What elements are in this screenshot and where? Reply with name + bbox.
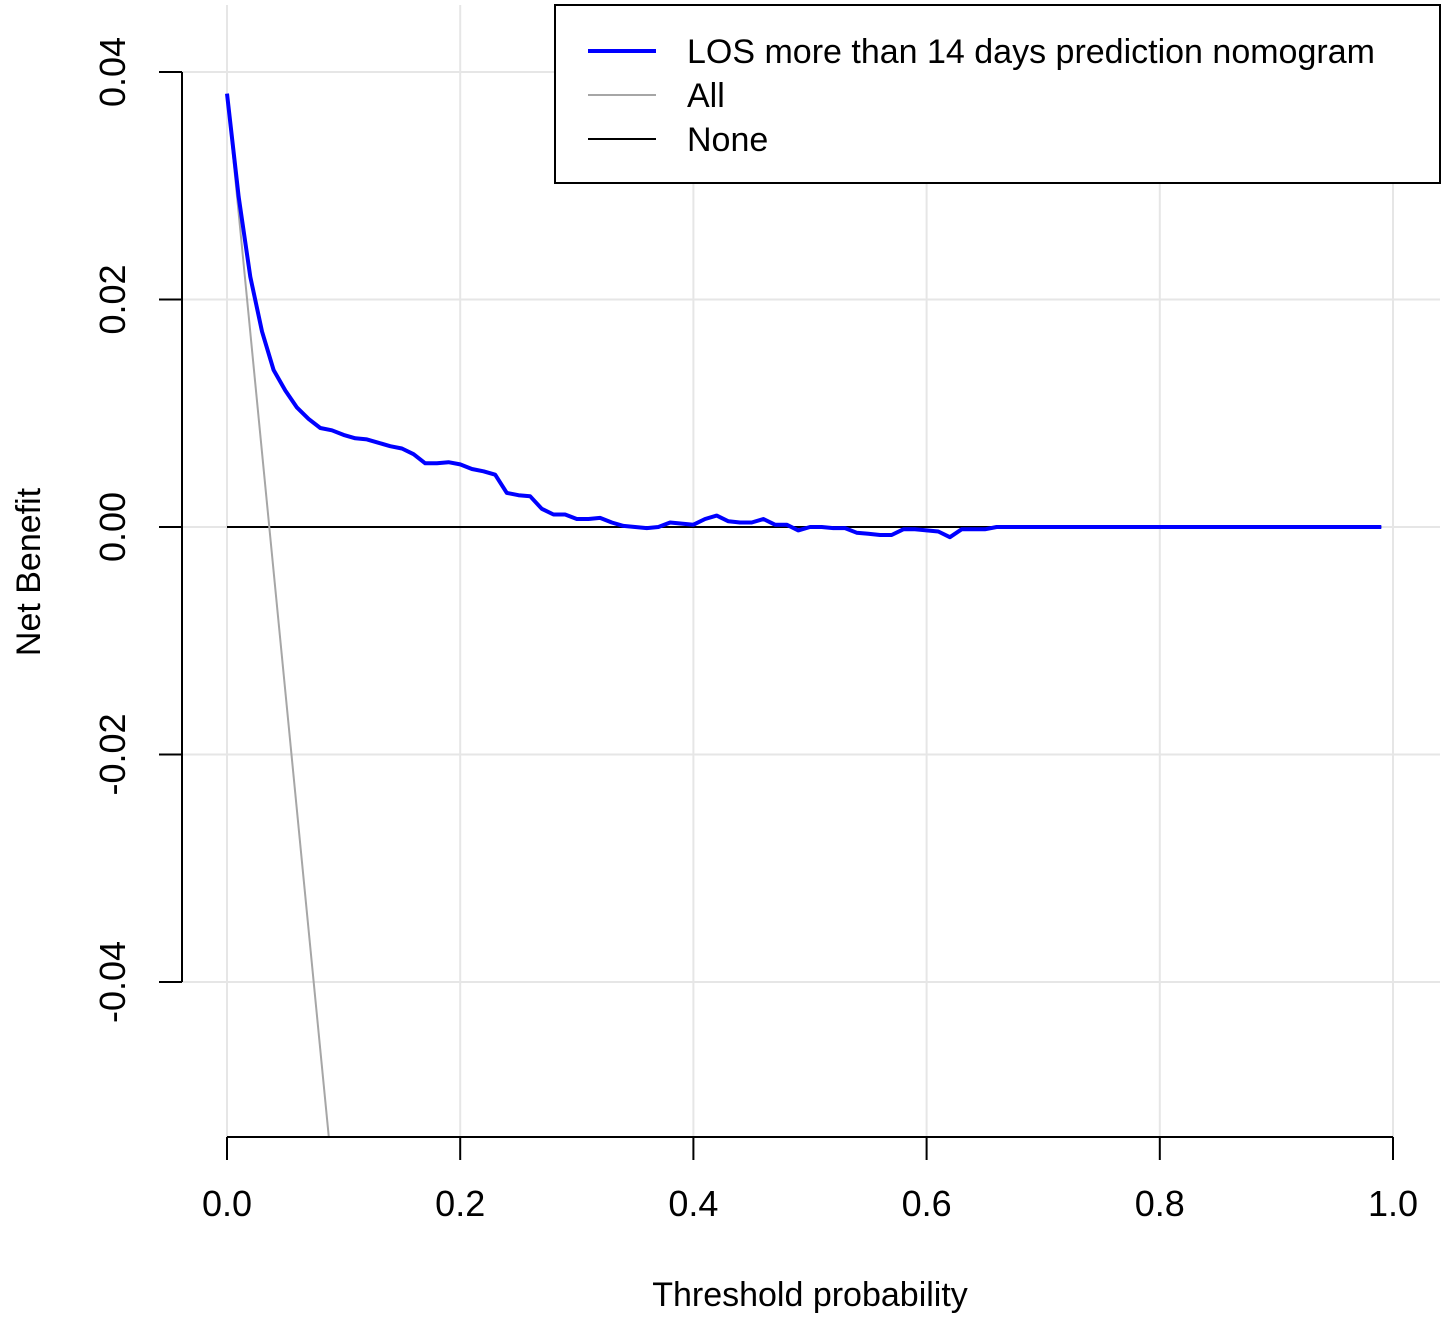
- x-tick-label-3: 0.6: [902, 1183, 952, 1224]
- axes: 0.0 0.2 0.4 0.6 0.8 1.0 -0.04 -0.02 0.00 0.02 0.04: [92, 37, 1418, 1224]
- series-nomogram-line: [225, 93, 1382, 540]
- x-axis-title: Threshold probability: [652, 1276, 968, 1314]
- x-tick-label-2: 0.4: [668, 1183, 718, 1224]
- legend-label-none: None: [687, 121, 768, 159]
- y-tick-label-1: -0.02: [92, 713, 133, 795]
- legend: LOS more than 14 days prediction nomogra…: [554, 4, 1441, 184]
- x-tick-label-4: 0.8: [1135, 1183, 1185, 1224]
- legend-box: [554, 4, 1441, 184]
- series-all-line: [226, 93, 330, 1138]
- y-tick-label-3: 0.02: [92, 264, 133, 334]
- legend-label-all: All: [687, 77, 725, 115]
- y-tick-label-4: 0.04: [92, 37, 133, 107]
- y-axis-title: Net Benefit: [10, 487, 48, 656]
- x-tick-label-0: 0.0: [202, 1183, 252, 1224]
- y-tick-label-0: -0.04: [92, 941, 133, 1023]
- series-layer: [225, 93, 1382, 1138]
- legend-label-nomogram: LOS more than 14 days prediction nomogra…: [687, 33, 1375, 71]
- y-tick-label-2: 0.00: [92, 492, 133, 562]
- x-tick-label-1: 0.2: [435, 1183, 485, 1224]
- x-tick-label-5: 1.0: [1368, 1183, 1418, 1224]
